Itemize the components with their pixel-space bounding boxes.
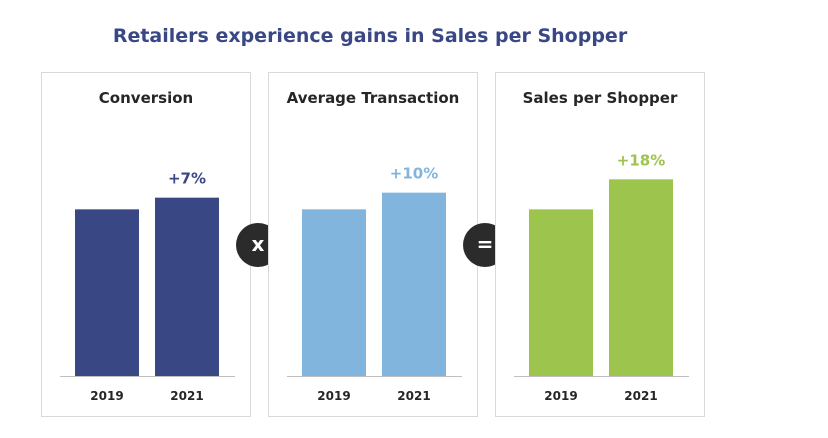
sales-per-shopper-tick-label-2019: 2019: [544, 389, 577, 403]
conversion-bar-2019: [75, 209, 139, 376]
average-transaction-panel: Average Transaction 2019 2021 +10%: [268, 72, 478, 417]
sales-per-shopper-title: Sales per Shopper: [522, 89, 678, 107]
conversion-panel: Conversion 2019 2021 +7%: [41, 72, 251, 417]
conversion-bar-2021: [155, 197, 219, 376]
conversion-tick-label-2019: 2019: [90, 389, 123, 403]
sales-per-shopper-panel: Sales per Shopper 2019 2021 +18%: [495, 72, 705, 417]
average-transaction-change-label: +10%: [390, 165, 438, 183]
average-transaction-tick-label-2021: 2021: [397, 389, 430, 403]
average-transaction-bar-2021: [382, 192, 446, 376]
sales-per-shopper-tick-label-2021: 2021: [624, 389, 657, 403]
average-transaction-bar-2019: [302, 209, 366, 376]
sales-per-shopper-chart: 2019 2021 +18%: [514, 151, 689, 403]
conversion-change-label: +7%: [168, 170, 206, 188]
sales-per-shopper-change-label: +18%: [617, 151, 665, 169]
average-transaction-chart: 2019 2021 +10%: [287, 165, 462, 403]
conversion-tick-label-2021: 2021: [170, 389, 203, 403]
average-transaction-tick-label-2019: 2019: [317, 389, 350, 403]
sales-per-shopper-bar-2019: [529, 209, 593, 376]
page-title: Retailers experience gains in Sales per …: [112, 25, 628, 47]
conversion-title: Conversion: [98, 89, 194, 107]
average-transaction-title: Average Transaction: [286, 89, 460, 107]
conversion-chart: 2019 2021 +7%: [60, 170, 235, 403]
sales-per-shopper-bar-2021: [609, 179, 673, 376]
